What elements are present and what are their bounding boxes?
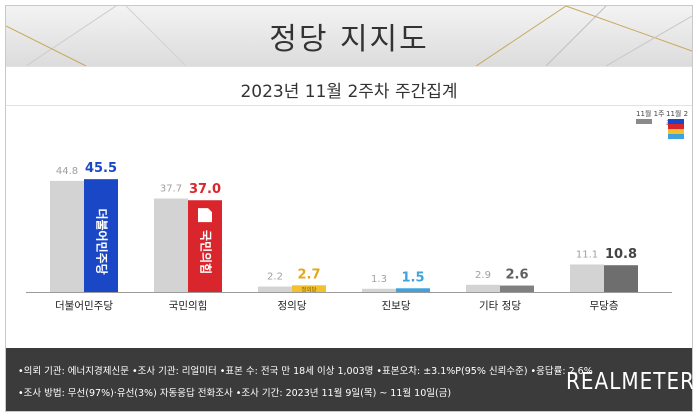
bar-current-2 — [292, 285, 326, 292]
title-banner: 정당 지지도 — [6, 6, 692, 66]
value-label-previous-2: 2.2 — [267, 272, 283, 283]
category-label-1: 국민의힘 — [169, 300, 208, 312]
realmeter-logo: REALMETER — [566, 367, 695, 395]
value-label-current-4: 2.6 — [505, 268, 528, 283]
party-logo-1: 국민의힘 — [199, 230, 214, 274]
footer-line-2: •조사 방법: 무선(97%)·유선(3%) 자동응답 전화조사 •조사 기간:… — [18, 388, 452, 399]
infographic-frame: 정당 지지도 2023년 11월 2주차 주간집계 11월 1주 11월 2주 … — [5, 5, 695, 412]
bar-previous-3 — [362, 288, 396, 292]
value-label-previous-5: 11.1 — [576, 249, 598, 260]
category-label-4: 기타 정당 — [479, 300, 521, 312]
chart-subtitle: 2023년 11월 2주차 주간집계 — [240, 82, 458, 102]
party-logo-mark-1 — [198, 208, 212, 223]
legend-current-swatch-4 — [668, 134, 684, 139]
legend-current-swatch-2 — [668, 124, 684, 129]
bar-current-0 — [84, 179, 118, 292]
bar-current-5 — [604, 265, 638, 292]
value-label-previous-3: 1.3 — [371, 274, 387, 285]
value-label-current-0: 45.5 — [85, 161, 117, 176]
legend-previous-swatch — [636, 119, 652, 124]
bar-current-4 — [500, 285, 534, 292]
bar-previous-0 — [50, 180, 84, 292]
bar-previous-1 — [154, 198, 188, 292]
bar-current-3 — [396, 288, 430, 292]
bar-previous-5 — [570, 264, 604, 292]
value-label-current-5: 10.8 — [605, 247, 637, 262]
category-label-0: 더불어민주당 — [55, 300, 113, 312]
value-label-current-3: 1.5 — [401, 270, 424, 285]
category-label-5: 무당층 — [590, 300, 619, 312]
party-logo-0: 더불어민주당 — [95, 208, 110, 274]
subtitle-bar: 2023년 11월 2주차 주간집계 — [6, 66, 692, 106]
banner-decoration — [6, 6, 692, 66]
value-label-previous-4: 2.9 — [475, 270, 491, 281]
value-label-current-1: 37.0 — [189, 182, 221, 197]
party-logo-2: 정의당 — [301, 287, 316, 294]
page-title: 정당 지지도 — [269, 22, 429, 57]
category-label-2: 정의당 — [278, 300, 307, 312]
value-label-previous-0: 44.8 — [56, 166, 78, 177]
survey-info-footer: •의뢰 기관: 에너지경제신문 •조사 기관: 리얼미터 •표본 수: 전국 만… — [6, 348, 695, 411]
footer-line-1: •의뢰 기관: 에너지경제신문 •조사 기관: 리얼미터 •표본 수: 전국 만… — [18, 366, 593, 377]
category-label-3: 진보당 — [382, 300, 411, 312]
value-label-previous-1: 37.7 — [160, 184, 182, 195]
bar-previous-2 — [258, 286, 292, 292]
legend-current-swatch-1 — [668, 119, 684, 124]
bar-previous-4 — [466, 284, 500, 292]
value-label-current-2: 2.7 — [297, 267, 320, 282]
legend-current-swatch-3 — [668, 129, 684, 134]
legend-previous-label: 11월 1주 — [636, 110, 665, 118]
